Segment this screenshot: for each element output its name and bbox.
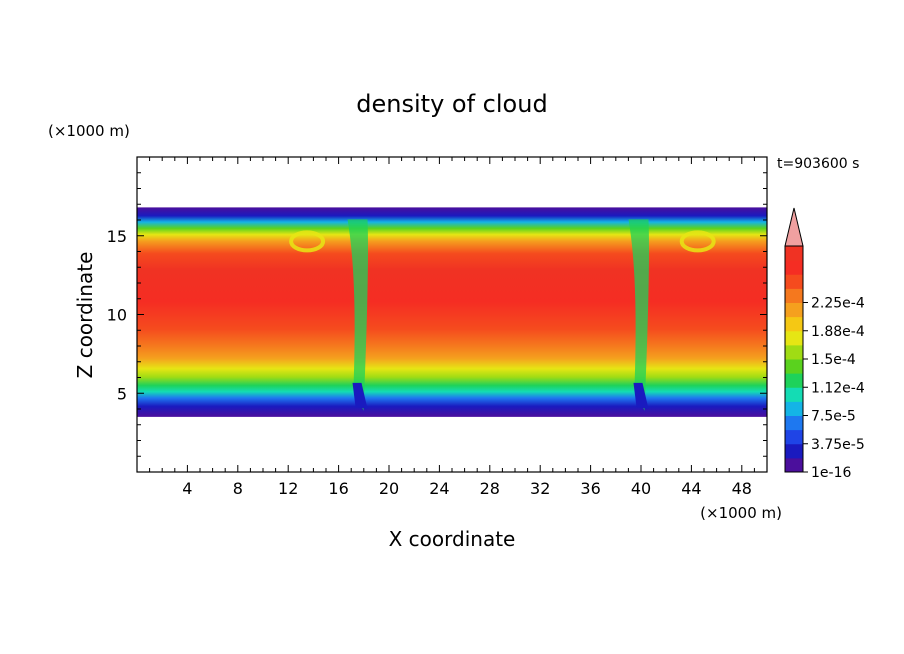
colorbar-label: 1.12e-4 bbox=[811, 380, 865, 396]
colorbar-label: 7.5e-5 bbox=[811, 409, 856, 425]
x-tick-label: 40 bbox=[631, 479, 651, 498]
colorbar-segment bbox=[785, 316, 803, 332]
contour-field bbox=[137, 207, 767, 417]
x-tick-label: 36 bbox=[580, 479, 600, 498]
x-axis-ticks: 4 8 12 16 20 24 28 32 36 40 44 48 bbox=[149, 157, 755, 498]
colorbar-segment bbox=[785, 401, 803, 416]
y-unit-label: (×1000 m) bbox=[48, 122, 130, 140]
x-tick-label: 44 bbox=[681, 479, 701, 498]
x-axis-label: X coordinate bbox=[389, 527, 516, 551]
colorbar-segment bbox=[785, 415, 803, 431]
colorbar-segment bbox=[785, 387, 803, 402]
colorbar-label: 3.75e-5 bbox=[811, 437, 865, 453]
y-axis-label: Z coordinate bbox=[73, 252, 97, 379]
colorbar-segment bbox=[785, 274, 803, 289]
colorbar-segment bbox=[785, 288, 803, 303]
x-tick-label: 24 bbox=[429, 479, 449, 498]
x-tick-label: 8 bbox=[233, 479, 243, 498]
x-tick-label: 32 bbox=[530, 479, 550, 498]
colorbar-label: 1e-16 bbox=[811, 465, 851, 481]
x-tick-label: 12 bbox=[278, 479, 298, 498]
colorbar-segment bbox=[785, 443, 803, 459]
downdraft-feature bbox=[347, 219, 368, 411]
colorbar-segment bbox=[785, 373, 803, 388]
x-tick-label: 28 bbox=[480, 479, 500, 498]
time-label: t=903600 s bbox=[777, 156, 859, 172]
x-tick-label: 16 bbox=[328, 479, 348, 498]
colorbar-segment bbox=[785, 457, 803, 473]
colorbar-segment bbox=[785, 359, 803, 374]
cloud-layer bbox=[137, 207, 767, 417]
x-tick-label: 48 bbox=[732, 479, 752, 498]
colorbar-segment bbox=[785, 429, 803, 445]
colorbar: 1e-16 3.75e-5 7.5e-5 1.12e-4 1.5e-4 1.88e-4 2.… bbox=[784, 207, 865, 481]
colorbar-label: 2.25e-4 bbox=[811, 296, 865, 312]
colorbar-segment bbox=[785, 260, 803, 275]
colorbar-segment bbox=[785, 344, 803, 360]
y-axis-ticks: 5 10 15 bbox=[107, 172, 767, 457]
colorbar-label: 1.5e-4 bbox=[811, 352, 856, 368]
colorbar-segment bbox=[785, 302, 803, 318]
colorbar-extend-arrow bbox=[784, 207, 804, 247]
colorbar-segment bbox=[785, 330, 803, 346]
downdraft-core bbox=[633, 382, 649, 409]
downdraft-core bbox=[352, 382, 368, 409]
colorbar-segment bbox=[785, 246, 803, 261]
y-tick-label: 5 bbox=[117, 384, 127, 403]
colorbar-label: 1.88e-4 bbox=[811, 324, 865, 340]
eddy-feature bbox=[289, 230, 326, 253]
chart-title: density of cloud bbox=[356, 90, 547, 118]
y-tick-label: 15 bbox=[107, 227, 127, 246]
x-tick-label: 4 bbox=[182, 479, 192, 498]
x-tick-label: 20 bbox=[379, 479, 399, 498]
downdraft-feature bbox=[628, 219, 649, 411]
eddy-feature bbox=[679, 230, 716, 253]
y-tick-label: 10 bbox=[107, 306, 127, 325]
x-unit-label: (×1000 m) bbox=[700, 504, 782, 522]
